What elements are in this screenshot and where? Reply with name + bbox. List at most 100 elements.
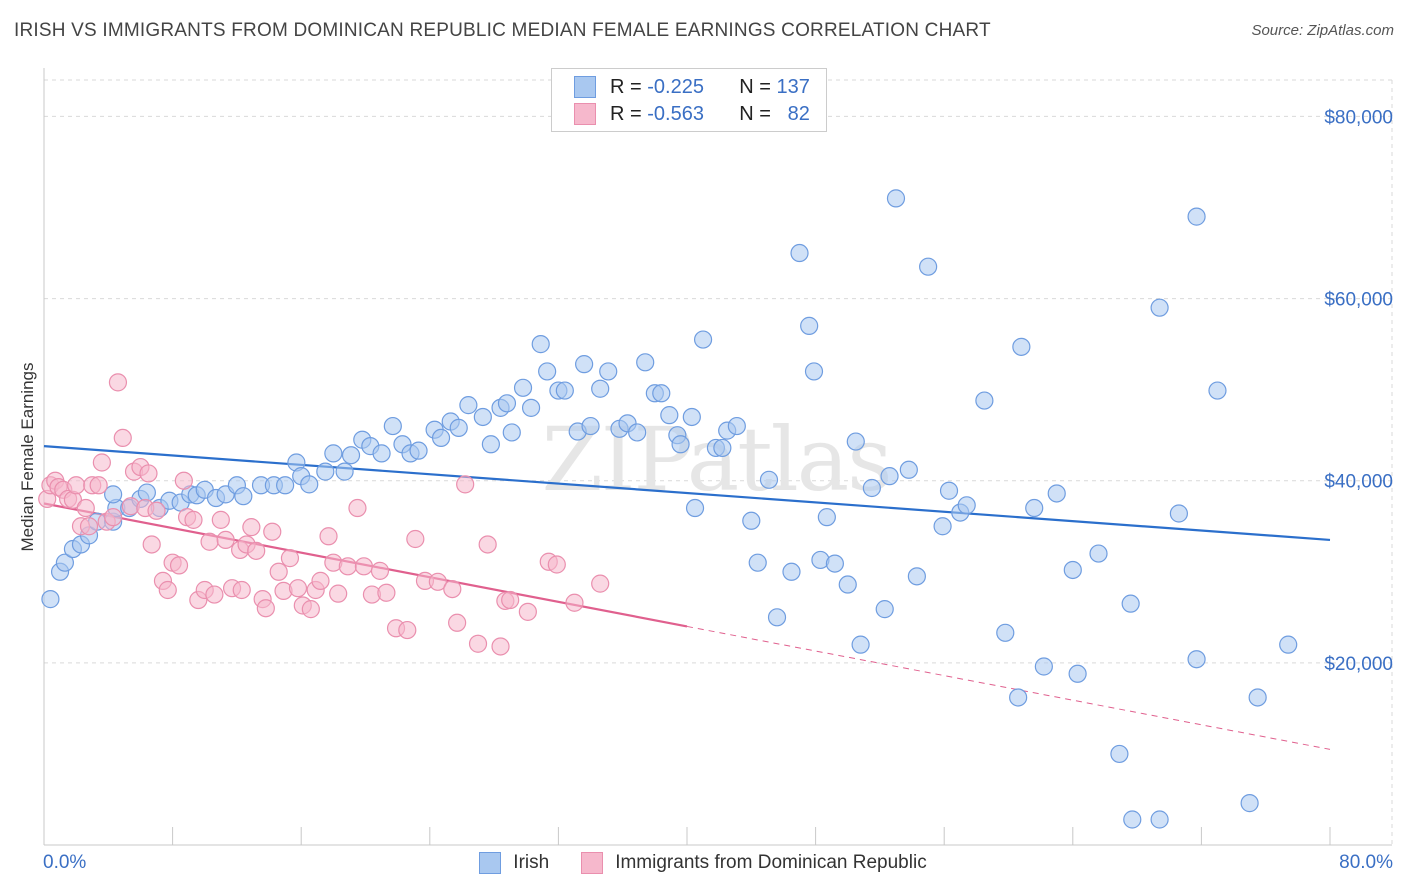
dominican-point — [147, 501, 166, 520]
irish-point — [409, 441, 428, 460]
irish-point — [671, 435, 690, 454]
irish-point — [636, 353, 655, 372]
irish-point — [316, 462, 335, 481]
irish-point — [1150, 810, 1169, 829]
irish-point — [1169, 504, 1188, 523]
dominican-n-label: N = — [739, 102, 771, 125]
dominican-point — [319, 527, 338, 546]
irish-point — [473, 407, 492, 427]
dominican-point — [348, 498, 367, 518]
irish-point — [1248, 688, 1267, 707]
dominican-point — [398, 620, 417, 640]
dominican-point — [301, 600, 320, 619]
irish-point — [431, 428, 451, 448]
irish-point — [875, 600, 894, 619]
irish-point — [939, 481, 959, 500]
irish-point — [693, 330, 713, 349]
dominican-point — [108, 373, 128, 392]
irish-point — [104, 485, 123, 504]
irish-point — [300, 475, 319, 494]
irish-point — [599, 362, 618, 381]
dominican-point — [92, 453, 111, 472]
irish-point — [1110, 744, 1129, 764]
dominican-point — [247, 541, 266, 560]
dominican-r-value: -0.563 — [647, 102, 704, 125]
dominican-point — [256, 599, 275, 618]
irish-point — [1150, 298, 1169, 317]
dominican-point — [232, 580, 251, 600]
chart-title: IRISH VS IMMIGRANTS FROM DOMINICAN REPUB… — [14, 20, 991, 41]
irish-point — [907, 567, 926, 586]
irish-point — [1208, 381, 1227, 400]
irish-point — [555, 381, 574, 400]
dominican-point — [139, 464, 158, 483]
dominican-point — [456, 475, 475, 494]
irish-point — [919, 257, 938, 276]
irish-point — [449, 418, 468, 437]
legend-item-dominican[interactable]: Immigrants from Dominican Republic — [581, 852, 927, 874]
irish-point — [1187, 650, 1206, 669]
dominican-point — [142, 535, 161, 554]
dominican-point — [67, 476, 86, 495]
irish-point — [899, 460, 918, 479]
irish-point — [581, 416, 600, 436]
irish-point — [800, 316, 819, 335]
legend-row-irish: R = -0.225 N = 137 — [574, 74, 810, 100]
dominican-point — [443, 579, 462, 599]
irish-point — [886, 189, 906, 208]
irish-point — [1121, 594, 1140, 613]
watermark: ZIPatlas — [542, 408, 891, 511]
irish-swatch — [574, 76, 596, 98]
dominican-point — [591, 574, 610, 593]
irish-point — [713, 438, 732, 458]
irish-trend-line — [43, 445, 1331, 542]
dominican-point — [174, 471, 193, 490]
irish-point — [748, 553, 767, 572]
dominican-trend-extension — [686, 625, 1331, 750]
dominican-point — [428, 572, 447, 591]
irish-point — [1025, 498, 1044, 518]
irish-legend-swatch — [479, 852, 502, 874]
dominican-point — [329, 584, 348, 603]
dominican-legend-label: Immigrants from Dominican Republic — [615, 852, 927, 873]
irish-point — [1009, 688, 1028, 707]
dominican-point — [338, 557, 357, 576]
irish-point — [1240, 794, 1259, 813]
stats-legend: R = -0.225 N = 137 R = -0.563 N = 82 — [551, 68, 827, 132]
irish-point — [383, 416, 402, 436]
legend-row-dominican: R = -0.563 N = 82 — [574, 101, 810, 127]
legend-item-irish[interactable]: Irish — [479, 852, 549, 874]
dominican-point — [104, 508, 123, 527]
irish-point — [628, 423, 647, 442]
dominican-point — [216, 530, 235, 550]
irish-point — [1123, 810, 1142, 829]
dominican-point — [478, 535, 497, 554]
dominican-point — [200, 532, 219, 551]
irish-point — [55, 553, 74, 572]
irish-point — [41, 590, 60, 609]
irish-point — [851, 635, 870, 654]
irish-point — [957, 496, 976, 515]
irish-point — [1187, 207, 1206, 226]
dominican-point — [406, 529, 425, 549]
irish-point — [575, 355, 594, 374]
y-tick-label: $80,000 — [1324, 107, 1393, 128]
y-tick-label: $40,000 — [1324, 472, 1393, 493]
irish-point — [685, 498, 705, 518]
y-axis-label: Median Female Earnings — [18, 362, 37, 552]
dominican-point — [468, 634, 488, 653]
irish-point — [513, 378, 533, 397]
irish-point — [1279, 635, 1298, 654]
y-tick-label: $60,000 — [1324, 290, 1393, 311]
irish-point — [742, 511, 761, 530]
irish-point — [825, 554, 844, 573]
irish-point — [1047, 484, 1066, 503]
irish-point — [933, 517, 952, 536]
irish-r-label: R = — [610, 75, 642, 98]
irish-point — [137, 483, 156, 502]
dominican-point — [518, 602, 537, 621]
irish-point — [975, 391, 994, 410]
dominican-point — [263, 522, 282, 541]
dominican-point — [448, 613, 467, 632]
irish-point — [817, 508, 836, 527]
